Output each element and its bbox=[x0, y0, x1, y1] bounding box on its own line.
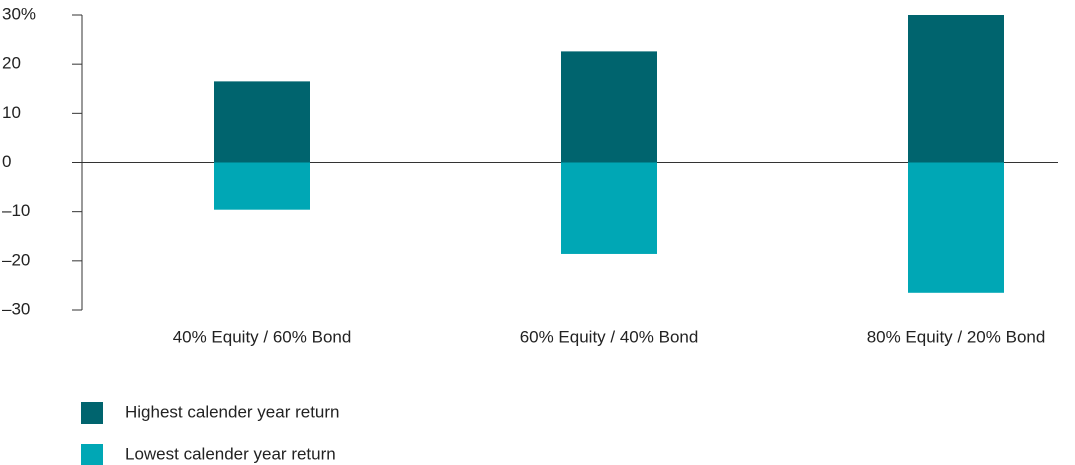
bar bbox=[561, 162, 657, 254]
y-tick-label: –30 bbox=[2, 299, 30, 318]
x-tick-label: 40% Equity / 60% Bond bbox=[173, 327, 352, 346]
legend-label: Highest calender year return bbox=[125, 402, 340, 421]
y-tick-label: 30% bbox=[2, 4, 36, 23]
bar bbox=[214, 162, 310, 210]
bar bbox=[908, 162, 1004, 293]
bar bbox=[561, 51, 657, 163]
y-tick-label: –20 bbox=[2, 250, 30, 269]
y-tick-label: 0 bbox=[2, 152, 11, 171]
x-tick-label: 80% Equity / 20% Bond bbox=[867, 327, 1046, 346]
legend-swatch bbox=[81, 402, 103, 424]
legend-swatch bbox=[81, 444, 103, 465]
x-tick-label: 60% Equity / 40% Bond bbox=[520, 327, 699, 346]
y-tick-label: 10 bbox=[2, 103, 21, 122]
legend-label: Lowest calender year return bbox=[125, 444, 336, 463]
bar bbox=[908, 15, 1004, 163]
y-tick-label: –10 bbox=[2, 201, 30, 220]
y-tick-label: 20 bbox=[2, 54, 21, 73]
bar bbox=[214, 81, 310, 163]
